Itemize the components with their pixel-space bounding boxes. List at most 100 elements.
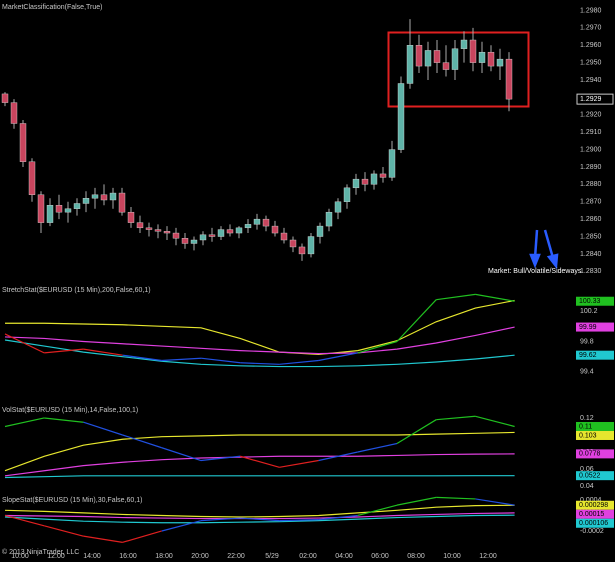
value-label: 0.000298 <box>579 502 608 509</box>
value-box <box>576 509 614 519</box>
value-box <box>576 350 614 360</box>
stat-segment <box>161 357 202 362</box>
panel-title: SlopeStat($EURUSD (15 Min),30,False,60,1… <box>2 497 142 504</box>
stat-segment <box>200 517 241 522</box>
candle-body <box>289 239 297 248</box>
stat-segment <box>279 519 319 522</box>
candle-body <box>10 102 18 124</box>
candle-body <box>91 194 99 199</box>
candle-body <box>415 45 423 67</box>
candle-body <box>190 239 198 244</box>
value-box <box>576 430 614 440</box>
candle-body <box>172 232 180 239</box>
x-tick-label: 14:00 <box>83 553 101 560</box>
stat-segment <box>44 525 84 537</box>
candle-body <box>325 211 333 227</box>
indicator-line <box>4 431 515 472</box>
y-tick-label: 1.2970 <box>580 25 602 32</box>
stat-segment <box>4 333 45 354</box>
candle-body <box>100 194 108 201</box>
candle-body <box>145 227 153 230</box>
y-tick-label: 1.2940 <box>580 77 602 84</box>
candle-body <box>127 211 135 223</box>
y-tick-label: 1.2840 <box>580 251 602 258</box>
value-box <box>576 500 614 510</box>
candle-body <box>55 205 63 213</box>
y-tick-label: 100.2 <box>580 308 598 315</box>
candle-body <box>433 50 441 63</box>
value-box <box>576 322 614 332</box>
stat-segment <box>475 293 515 302</box>
stat-segment <box>357 442 398 453</box>
candle-body <box>271 225 279 234</box>
x-tick-label: 5/29 <box>265 553 279 560</box>
stat-segment <box>436 415 476 421</box>
stat-segment <box>357 340 398 354</box>
indicator-line <box>4 326 515 355</box>
candle-body <box>397 83 405 150</box>
y-tick-label: 1.2910 <box>580 129 602 136</box>
candle-body <box>28 161 36 195</box>
candle-body <box>208 234 216 237</box>
candle-body <box>370 173 378 185</box>
value-label: 0.103 <box>579 432 597 439</box>
x-tick-label: 08:00 <box>407 553 425 560</box>
value-box <box>576 296 614 306</box>
last-price-label: 1.2929 <box>580 96 602 103</box>
stat-segment <box>396 496 437 506</box>
arrow <box>533 229 539 259</box>
stat-segment <box>161 447 202 462</box>
candle-body <box>262 218 270 227</box>
candle-body <box>136 222 144 229</box>
y-tick-label: 0.0004 <box>580 497 602 504</box>
value-box <box>576 471 614 481</box>
candle-body <box>451 48 459 70</box>
indicator-line <box>4 504 515 518</box>
value-label: 0.0778 <box>579 451 601 458</box>
stat-segment <box>161 520 202 532</box>
arrow <box>543 229 555 259</box>
candle-body <box>217 229 225 237</box>
candle-body <box>280 232 288 241</box>
stat-segment <box>200 455 241 462</box>
y-tick-label: 1.2890 <box>580 164 602 171</box>
x-tick-label: 12:00 <box>479 553 497 560</box>
y-tick-label: 1.2900 <box>580 146 602 153</box>
candle-body <box>64 208 72 213</box>
y-tick-label: 1.2880 <box>580 181 602 188</box>
candle-body <box>226 229 234 234</box>
stat-segment <box>44 348 84 354</box>
indicator-line <box>4 514 515 524</box>
stat-segment <box>396 299 437 342</box>
y-tick-label: 1.2830 <box>580 268 602 275</box>
labels-layer: 10:00 12:00 14:00 16:00 18:00 20:00 22:00 5/29 0… <box>2 4 614 560</box>
stat-segment <box>83 348 123 356</box>
candle-body <box>460 39 468 49</box>
stat-segment <box>122 354 162 362</box>
stat-segment <box>44 417 84 423</box>
x-tick-label: 10:00 <box>443 553 461 560</box>
candle-body <box>442 62 450 70</box>
indicator-line <box>4 339 515 368</box>
candle-body <box>505 58 513 100</box>
candle-body <box>379 173 387 178</box>
y-tick-label: 1.2920 <box>580 112 602 119</box>
candle-body <box>352 178 360 189</box>
indicator-line <box>4 475 515 479</box>
x-tick-label: 04:00 <box>335 553 353 560</box>
stat-segment <box>122 530 162 543</box>
x-tick-label: 18:00 <box>155 553 173 560</box>
stat-segment <box>357 504 398 517</box>
value-box <box>576 449 614 459</box>
x-tick-label: 16:00 <box>119 553 137 560</box>
range-box <box>387 31 530 108</box>
x-tick-label: 06:00 <box>371 553 389 560</box>
candle-body <box>37 194 45 223</box>
y-tick-label: 1.2870 <box>580 199 602 206</box>
candle-body <box>163 231 171 234</box>
candle-body <box>154 229 162 232</box>
x-tick-label: 12:00 <box>47 553 65 560</box>
value-label: 99.99 <box>579 324 597 331</box>
